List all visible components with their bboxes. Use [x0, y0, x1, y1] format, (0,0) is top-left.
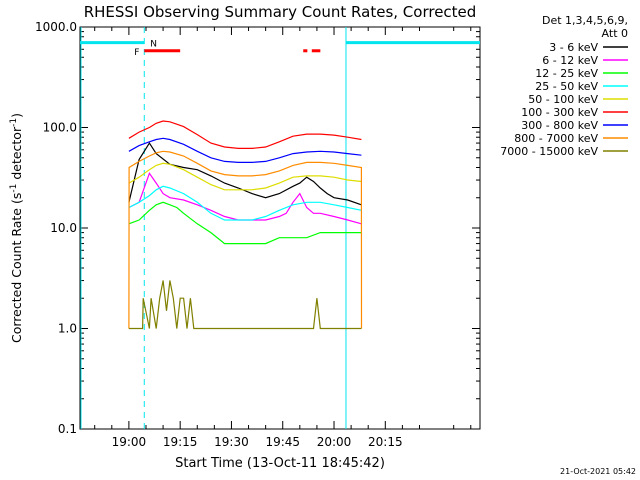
legend-entry-label: 300 - 800 keV: [521, 119, 598, 132]
legend-header-line1: Det 1,3,4,5,6,9,: [542, 14, 628, 27]
chart-title: RHESSI Observing Summary Count Rates, Co…: [84, 3, 477, 21]
series-line-8: [128, 280, 362, 330]
series-line-6: [128, 137, 362, 163]
series-line-2: [128, 201, 362, 245]
series-line-7: [128, 150, 363, 329]
y-tick-label: 10.0: [50, 221, 77, 235]
saa-label: N: [150, 40, 157, 50]
series-line-4: [128, 162, 362, 191]
x-tick-label: 19:15: [163, 435, 198, 449]
saa-flare-markers: NF: [80, 27, 480, 429]
y-tick-label: 1000.0: [35, 20, 77, 34]
x-tick-label: 19:45: [265, 435, 300, 449]
legend-header-line2: Att 0: [602, 27, 628, 40]
flare-label: F: [134, 48, 139, 58]
legend-entry-label: 50 - 100 keV: [528, 93, 598, 106]
x-axis: 19:00 19:15 19:30 19:45 20:00 20:15: [94, 27, 472, 449]
legend-entry-label: 7000 - 15000 keV: [500, 145, 598, 158]
legend-entry-label: 12 - 25 keV: [535, 67, 598, 80]
y-tick-label: 100.0: [43, 121, 77, 135]
legend-entry-label: 6 - 12 keV: [542, 54, 598, 67]
series-line-1: [128, 171, 362, 225]
legend-entry-label: 800 - 7000 keV: [514, 132, 598, 145]
x-axis-label: Start Time (13-Oct-11 18:45:42): [175, 456, 385, 471]
x-tick-label: 19:30: [214, 435, 249, 449]
legend-entry-label: 100 - 300 keV: [521, 106, 598, 119]
series-line-0: [128, 141, 362, 206]
y-tick-label: 0.1: [58, 422, 77, 436]
y-axis: 0.1 1.0 10.0 100.0 1000.0: [35, 20, 480, 436]
y-tick-label: 1.0: [58, 322, 77, 336]
x-tick-label: 19:00: [112, 435, 147, 449]
x-tick-label: 20:15: [368, 435, 403, 449]
y-axis-label: Corrected Count Rate (s-1 detector-1): [9, 113, 24, 343]
legend-entry-label: 3 - 6 keV: [549, 41, 598, 54]
series-lines: [128, 120, 363, 330]
x-tick-label: 20:00: [317, 435, 352, 449]
legend-entry-label: 25 - 50 keV: [535, 80, 598, 93]
series-line-5: [128, 120, 362, 149]
plot-frame: [79, 26, 481, 430]
series-line-3: [128, 185, 362, 221]
footer-date: 21-Oct-2021 05:42: [560, 467, 636, 476]
